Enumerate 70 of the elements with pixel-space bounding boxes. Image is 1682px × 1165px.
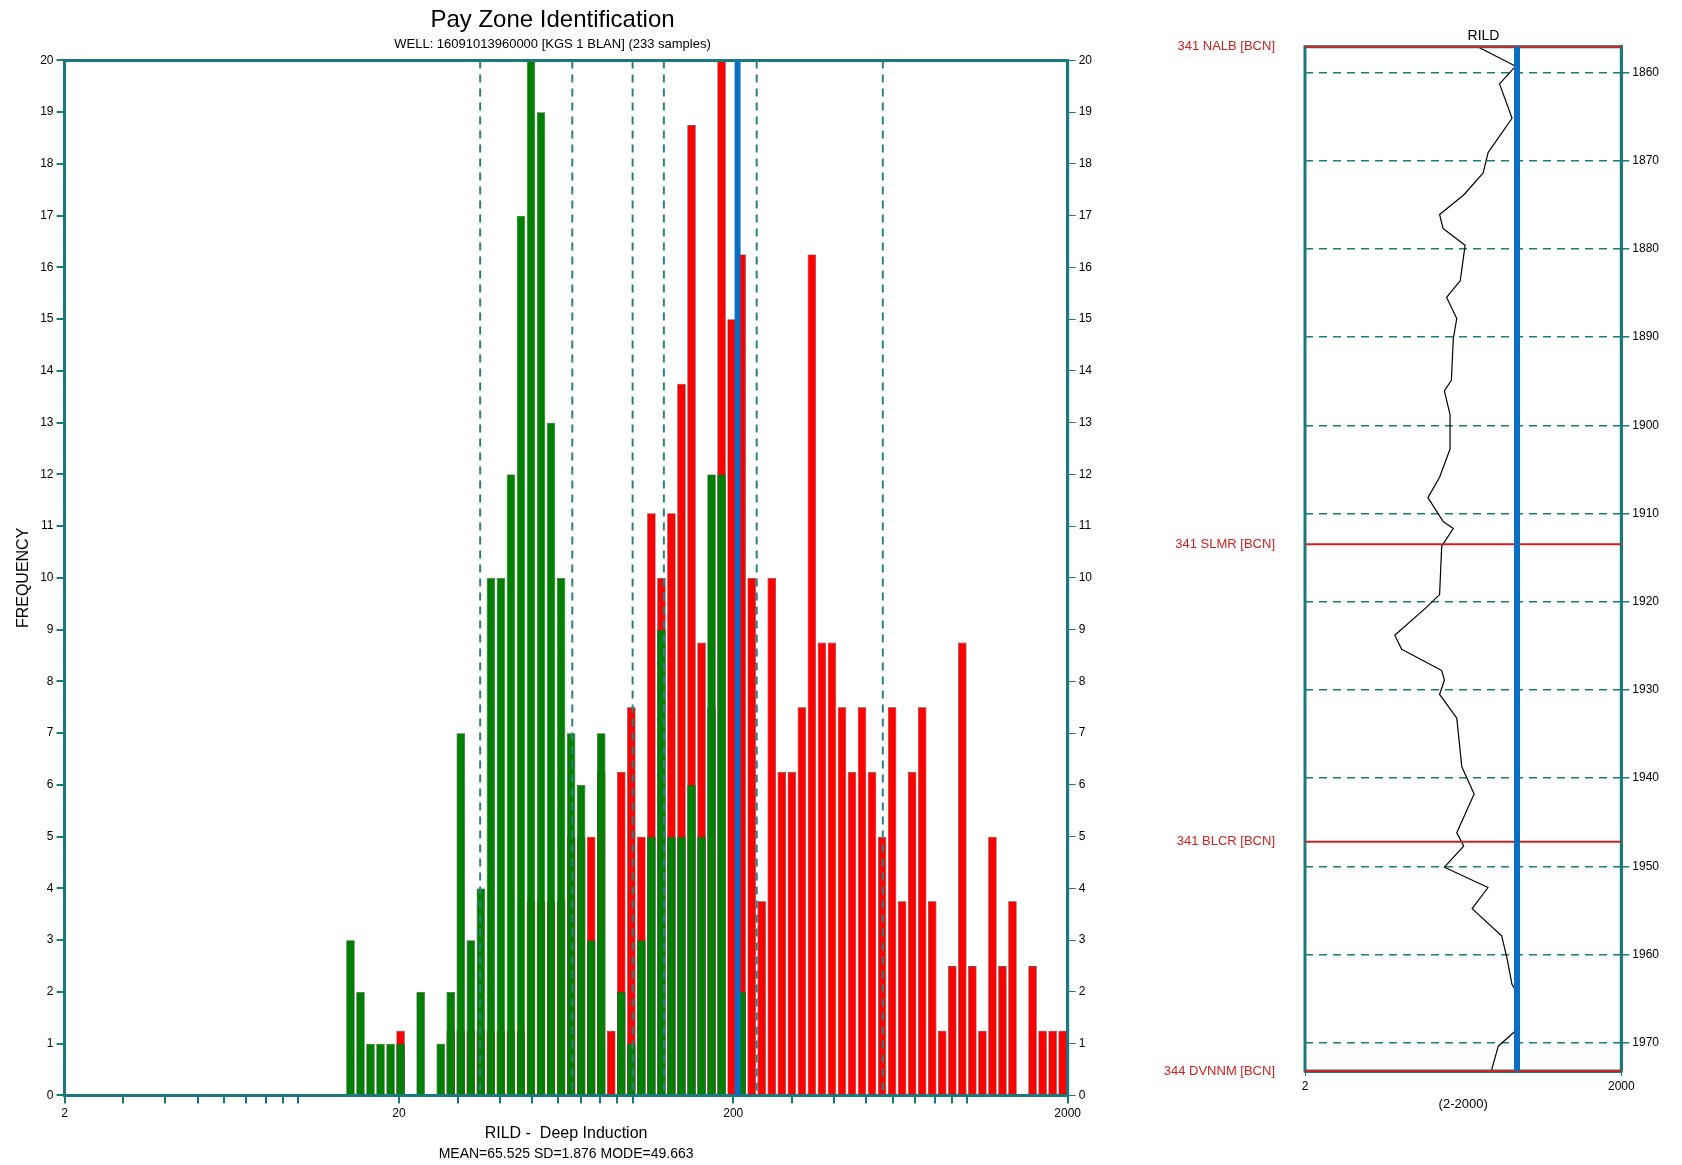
y2-tick-label: 17 <box>1078 207 1093 222</box>
y-tick-label: 17 <box>40 207 54 222</box>
y2-tick-label: 14 <box>1078 363 1093 378</box>
y2-tick-label: 6 <box>1078 777 1086 792</box>
y-tick-label: 1910 <box>1632 505 1660 520</box>
y-tick-label: 1900 <box>1632 417 1660 432</box>
y2-tick-label: 18 <box>1078 156 1093 171</box>
chart-title: Pay Zone Identification <box>430 5 675 33</box>
y-tick-label: 1920 <box>1632 594 1660 608</box>
y-tick-label: 15 <box>40 311 54 326</box>
y2-tick-label: 13 <box>1078 414 1093 429</box>
y-tick-label: 0 <box>46 1087 54 1102</box>
y-tick-label: 14 <box>40 363 54 378</box>
y-tick-label: 6 <box>46 777 54 792</box>
y2-tick-label: 15 <box>1078 311 1093 326</box>
y-tick-label: 1940 <box>1632 770 1660 785</box>
y2-tick-label: 4 <box>1078 880 1086 895</box>
x-tick-label: 2000 <box>1607 1078 1635 1093</box>
x-tick-label: 2 <box>61 1105 69 1120</box>
y-tick-label: 1880 <box>1632 241 1660 256</box>
y2-tick-label: 16 <box>1078 259 1093 274</box>
y-tick-label: 1930 <box>1632 682 1660 697</box>
y2-tick-label: 20 <box>1078 52 1093 67</box>
y2-tick-label: 9 <box>1078 621 1086 636</box>
y-tick-label: 11 <box>41 518 54 533</box>
y-tick-label: 1950 <box>1632 858 1660 873</box>
y-axis-title: FREQUENCY <box>14 527 32 629</box>
y-tick-label: 4 <box>46 880 54 895</box>
y-tick-label: 8 <box>46 673 54 688</box>
y-tick-label: 18 <box>40 156 54 171</box>
y-tick-label: 9 <box>46 621 54 636</box>
y-tick-label: 1860 <box>1632 64 1660 79</box>
y-tick-label: 5 <box>46 828 54 843</box>
y2-tick-label: 0 <box>1078 1087 1086 1102</box>
y2-tick-label: 7 <box>1078 725 1086 740</box>
y-tick-label: 1 <box>46 1035 54 1050</box>
y-tick-label: 7 <box>46 725 54 740</box>
y-tick-label: 1890 <box>1632 329 1660 344</box>
x-axis-title: (2-2000) <box>1438 1095 1488 1111</box>
ref-line-label: 341 BLCR [BCN] <box>1176 833 1275 849</box>
y2-tick-label: 10 <box>1078 570 1093 585</box>
y-tick-label: 1970 <box>1632 1035 1660 1050</box>
y2-tick-label: 12 <box>1078 466 1093 481</box>
y-tick-label: 13 <box>40 414 54 429</box>
ref-line-label: 341 NALB [BCN] <box>1177 38 1275 54</box>
y-tick-label: 3 <box>46 932 54 947</box>
y-tick-label: 2 <box>46 984 54 999</box>
x-tick-label: 20 <box>392 1105 406 1120</box>
y2-tick-label: 8 <box>1078 673 1086 688</box>
y2-tick-label: 2 <box>1078 984 1086 999</box>
y2-tick-label: 5 <box>1078 828 1086 843</box>
y-tick-label: 19 <box>40 104 54 119</box>
y-tick-label: 16 <box>40 259 54 274</box>
ref-line-label: 344 DVNNM [BCN] <box>1163 1062 1275 1078</box>
y-tick-label: 20 <box>40 52 54 67</box>
y-tick-label: 12 <box>40 466 54 481</box>
x-tick-label: 200 <box>723 1105 744 1120</box>
y-tick-label: 1870 <box>1632 152 1660 167</box>
text: MEAN=65.525 SD=1.876 MODE=49.663 <box>438 1144 694 1161</box>
chart-title: RILD <box>1467 27 1500 44</box>
chart-subtitle: WELL: 16091013960000 [KGS 1 BLAN] (233 samples) <box>394 36 711 52</box>
y2-tick-label: 3 <box>1078 932 1086 947</box>
y-tick-label: 10 <box>40 570 54 585</box>
y-tick-label: 1960 <box>1632 946 1660 961</box>
x-tick-label: 2000 <box>1054 1105 1082 1120</box>
y2-tick-label: 19 <box>1078 104 1093 119</box>
ref-line-label: 341 SLMR [BCN] <box>1175 535 1275 551</box>
y2-tick-label: 1 <box>1078 1035 1086 1050</box>
x-axis-title: RILD - Deep Induction <box>484 1123 648 1141</box>
y2-tick-label: 11 <box>1078 518 1092 533</box>
